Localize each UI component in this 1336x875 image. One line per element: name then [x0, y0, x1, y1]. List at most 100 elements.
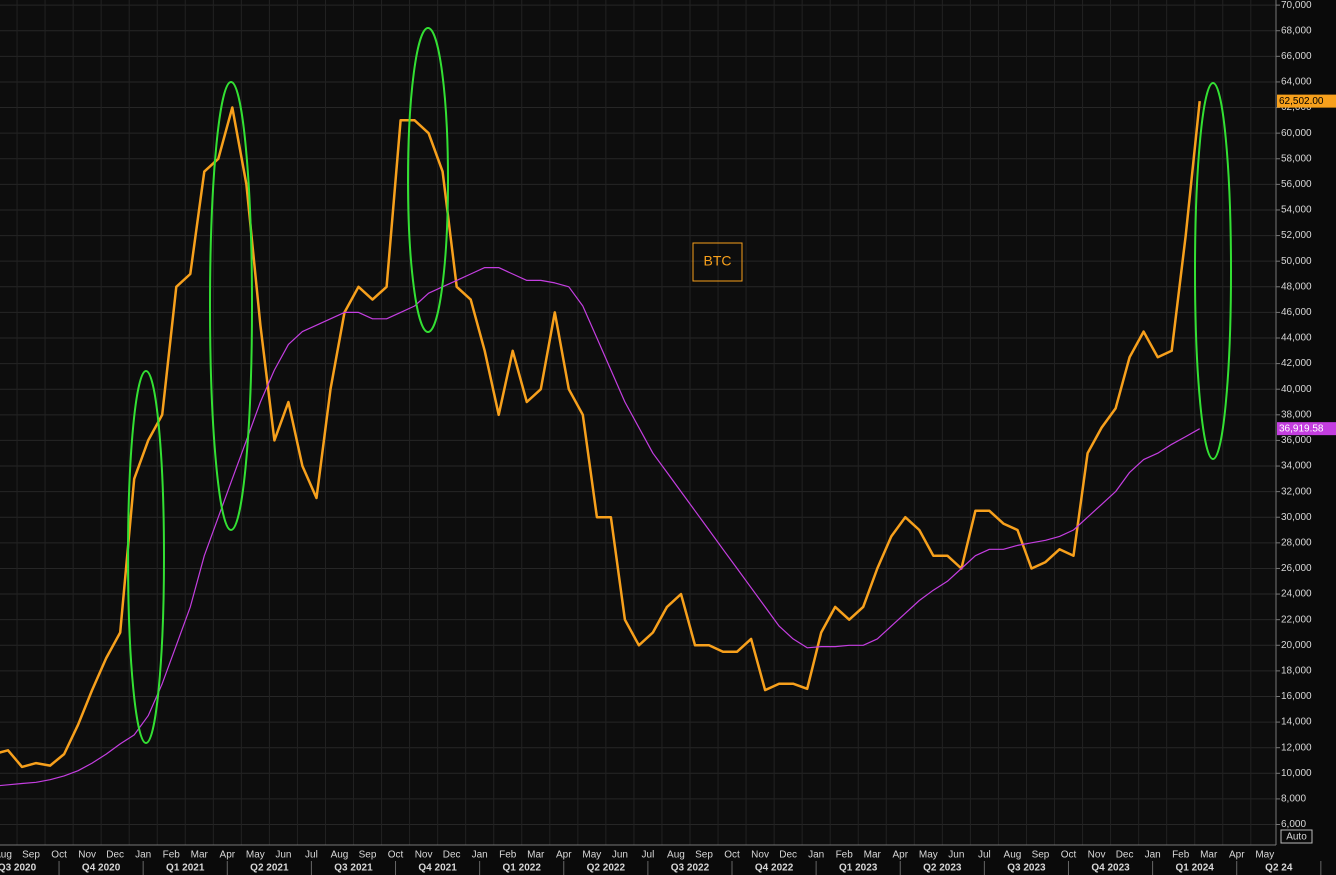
x-tick-label: Nov — [415, 850, 433, 861]
y-tick-label: 16,000 — [1281, 691, 1312, 702]
x-tick-label: Mar — [1200, 850, 1218, 861]
y-tick-label: 36,000 — [1281, 435, 1312, 446]
y-tick-label: 14,000 — [1281, 717, 1312, 728]
x-tick-label: Oct — [51, 850, 67, 861]
y-tick-label: 70,000 — [1281, 0, 1312, 11]
x-tick-label: May — [919, 850, 938, 861]
y-tick-label: 30,000 — [1281, 512, 1312, 523]
y-tick-label: 66,000 — [1281, 51, 1312, 62]
highlight-ellipse — [209, 81, 253, 531]
x-tick-label: May — [246, 850, 265, 861]
x-tick-label: Apr — [892, 850, 908, 861]
x-tick-label: May — [582, 850, 601, 861]
x-tick-label: Feb — [499, 850, 517, 861]
last-value-label: 62,502.00 — [1279, 96, 1324, 107]
x-tick-label: Dec — [443, 850, 461, 861]
quarter-label: Q3 2021 — [334, 863, 373, 874]
x-tick-label: Jan — [808, 850, 824, 861]
price-line — [0, 100, 1201, 769]
quarter-label: Q4 2023 — [1091, 863, 1130, 874]
x-tick-label: Aug — [331, 850, 349, 861]
x-tick-label: Jun — [948, 850, 964, 861]
x-tick-label: Nov — [78, 850, 96, 861]
x-tick-label: Aug — [1004, 850, 1022, 861]
quarter-label: Q2 2021 — [250, 863, 289, 874]
scale-button-label[interactable]: Auto — [1286, 832, 1307, 843]
x-tick-label: Oct — [1061, 850, 1077, 861]
x-tick-label: Feb — [1172, 850, 1190, 861]
y-tick-label: 44,000 — [1281, 333, 1312, 344]
x-tick-label: Feb — [163, 850, 181, 861]
x-tick-label: Jun — [612, 850, 628, 861]
quarter-label: Q1 2024 — [1175, 863, 1214, 874]
quarter-label: Q2 2023 — [923, 863, 962, 874]
quarter-label: Q1 2022 — [503, 863, 542, 874]
last-value-tag — [1277, 422, 1336, 436]
x-tick-label: Jun — [275, 850, 291, 861]
highlight-ellipses — [127, 27, 1232, 744]
x-tick-label: Sep — [1032, 850, 1050, 861]
x-tick-label: Sep — [695, 850, 713, 861]
quarter-label: Q1 2021 — [166, 863, 205, 874]
y-tick-label: 54,000 — [1281, 205, 1312, 216]
x-tick-label: Jan — [472, 850, 488, 861]
x-tick-label: Apr — [1229, 850, 1245, 861]
quarter-label: Q3 2020 — [0, 863, 37, 874]
y-tick-label: 18,000 — [1281, 666, 1312, 677]
y-tick-label: 32,000 — [1281, 486, 1312, 497]
y-tick-label: 26,000 — [1281, 563, 1312, 574]
x-tick-label: Aug — [0, 850, 12, 861]
x-tick-label: Mar — [864, 850, 882, 861]
y-tick-label: 42,000 — [1281, 358, 1312, 369]
quarter-label: Q3 2023 — [1007, 863, 1046, 874]
quarter-label: Q4 2021 — [418, 863, 457, 874]
y-tick-label: 60,000 — [1281, 128, 1312, 139]
lines — [0, 100, 1201, 787]
x-tick-label: Dec — [1116, 850, 1134, 861]
quarter-label: Q2 2022 — [587, 863, 626, 874]
x-tick-label: May — [1255, 850, 1274, 861]
annotation: BTC — [704, 253, 732, 269]
y-tick-label: 52,000 — [1281, 230, 1312, 241]
highlight-ellipse — [407, 27, 449, 333]
x-tick-label: Jul — [978, 850, 991, 861]
y-tick-label: 62,000 — [1281, 102, 1312, 113]
y-tick-label: 48,000 — [1281, 281, 1312, 292]
y-tick-label: 10,000 — [1281, 768, 1312, 779]
highlight-ellipse — [1194, 82, 1232, 460]
y-tick-label: 68,000 — [1281, 25, 1312, 36]
y-tick-label: 12,000 — [1281, 742, 1312, 753]
y-tick-label: 64,000 — [1281, 77, 1312, 88]
y-tick-label: 22,000 — [1281, 614, 1312, 625]
quarter-label: Q4 2020 — [82, 863, 121, 874]
quarter-label: Q1 2023 — [839, 863, 878, 874]
x-tick-label: Apr — [556, 850, 572, 861]
y-tick-label: 38,000 — [1281, 409, 1312, 420]
plot-area — [0, 0, 1276, 845]
quarter-label: Q4 2022 — [755, 863, 794, 874]
quarter-label: Q2 24 — [1265, 863, 1293, 874]
annotation-box — [692, 242, 743, 282]
y-tick-label: 50,000 — [1281, 256, 1312, 267]
x-tick-label: Jul — [305, 850, 318, 861]
x-tick-label: Jan — [1145, 850, 1161, 861]
y-tick-label: 34,000 — [1281, 461, 1312, 472]
x-tick-label: Apr — [220, 850, 236, 861]
x-tick-label: Jul — [642, 850, 655, 861]
y-tick-label: 46,000 — [1281, 307, 1312, 318]
x-tick-label: Nov — [751, 850, 769, 861]
x-tick-label: Mar — [191, 850, 209, 861]
moving-average-line — [0, 267, 1200, 787]
quarter-label: Q3 2022 — [671, 863, 710, 874]
x-tick-label: Oct — [724, 850, 740, 861]
x-tick-label: Oct — [388, 850, 404, 861]
scale-button[interactable] — [1280, 829, 1313, 844]
y-tick-label: 56,000 — [1281, 179, 1312, 190]
highlight-ellipse — [127, 370, 165, 744]
y-tick-label: 28,000 — [1281, 537, 1312, 548]
x-tick-label: Nov — [1088, 850, 1106, 861]
x-tick-label: Sep — [22, 850, 40, 861]
x-tick-label: Sep — [359, 850, 377, 861]
